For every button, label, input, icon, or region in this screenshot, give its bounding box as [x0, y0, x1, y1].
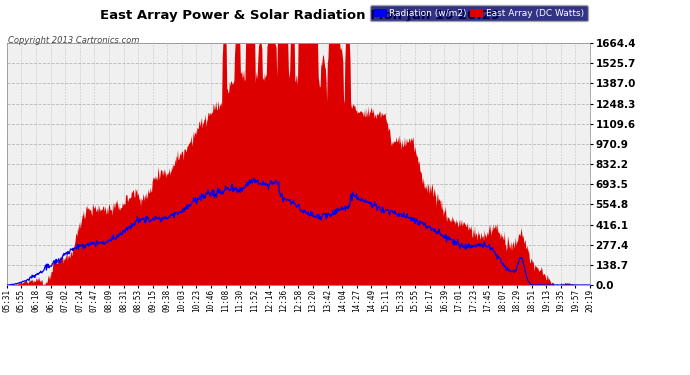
Text: Copyright 2013 Cartronics.com: Copyright 2013 Cartronics.com	[8, 36, 139, 45]
Legend: Radiation (w/m2), East Array (DC Watts): Radiation (w/m2), East Array (DC Watts)	[371, 5, 587, 21]
Text: East Array Power & Solar Radiation Mon Jun 10 20:29: East Array Power & Solar Radiation Mon J…	[100, 9, 500, 22]
